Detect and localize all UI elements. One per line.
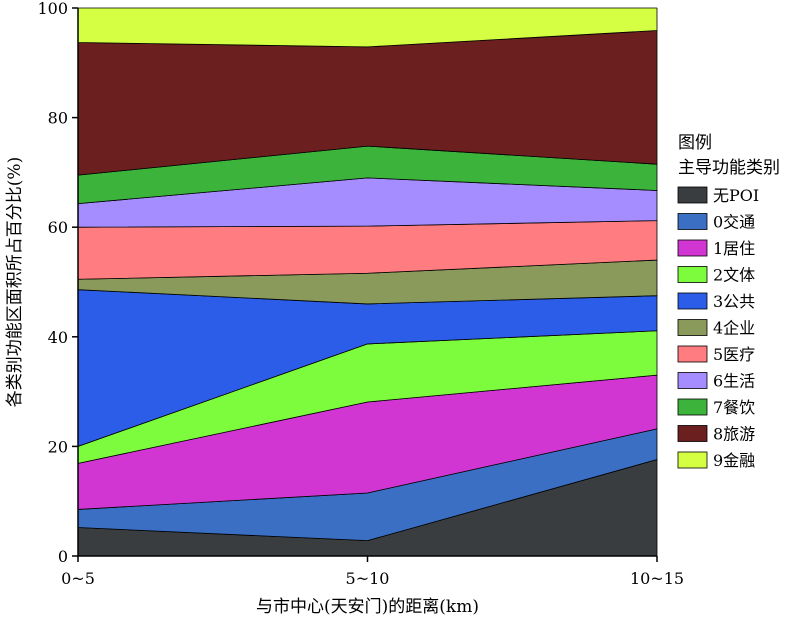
legend-swatch [677,398,708,416]
area-layers [77,7,658,557]
y-tick-label: 100 [37,0,68,18]
x-axis-ticks: 0~5 5~10 10~15 [61,556,684,588]
legend-swatch [677,292,708,310]
x-tick-label: 10~15 [630,569,684,588]
legend-swatch [677,213,708,230]
legend-label: 6生活 [713,372,755,391]
legend-swatch [677,186,708,204]
legend-item: 3公共 [677,292,755,311]
legend-item: 2文体 [677,266,755,285]
legend-items: 无POI 0交通 1居住 2文体 3公共 4企业 5医疗 6生活 7餐饮 8旅游 9金融 [677,186,759,470]
legend-item: 0交通 [677,213,755,232]
y-tick-label: 0 [58,547,68,566]
axes: 0 20 40 60 80 100 0~5 5~10 10~15 [37,0,684,588]
y-axis-ticks: 0 20 40 60 80 100 [37,0,78,566]
legend-swatch [677,451,708,469]
legend-swatch [677,319,708,336]
legend-title: 图例 [678,133,712,153]
legend-label: 9金融 [713,451,755,470]
y-tick-label: 40 [48,328,68,347]
y-tick-label: 20 [48,437,68,456]
legend-swatch [677,266,708,283]
legend-swatch [677,425,708,442]
legend-swatch [677,345,708,363]
legend-item: 8旅游 [677,425,755,444]
legend-item: 5医疗 [677,345,755,364]
legend-item: 9金融 [677,451,755,470]
legend-item: 无POI [677,186,759,205]
legend-swatch [677,239,708,257]
y-tick-label: 60 [48,218,68,237]
legend-label: 8旅游 [713,425,755,444]
legend-label: 5医疗 [713,345,755,364]
legend-label: 3公共 [713,292,755,311]
legend-subtitle: 主导功能类别 [678,158,780,178]
legend-swatch [677,372,708,389]
legend-label: 2文体 [713,266,755,285]
legend-label: 1居住 [713,239,755,258]
legend-item: 6生活 [677,372,755,391]
x-axis-title: 与市中心(天安门)的距离(km) [256,597,479,617]
legend-label: 7餐饮 [713,398,755,417]
legend-label: 无POI [713,186,759,205]
legend: 图例 主导功能类别 无POI 0交通 1居住 2文体 3公共 4企业 5医疗 6生活 7餐饮 8旅… [677,133,780,470]
legend-item: 7餐饮 [677,398,755,417]
legend-label: 4企业 [713,319,755,338]
x-tick-label: 5~10 [346,569,390,588]
legend-item: 1居住 [677,239,755,258]
legend-label: 0交通 [713,213,755,232]
y-axis-title: 各类别功能区面积所占百分比(%) [5,157,25,407]
y-tick-label: 80 [48,109,68,128]
legend-item: 4企业 [677,319,755,338]
x-tick-label: 0~5 [61,569,95,588]
